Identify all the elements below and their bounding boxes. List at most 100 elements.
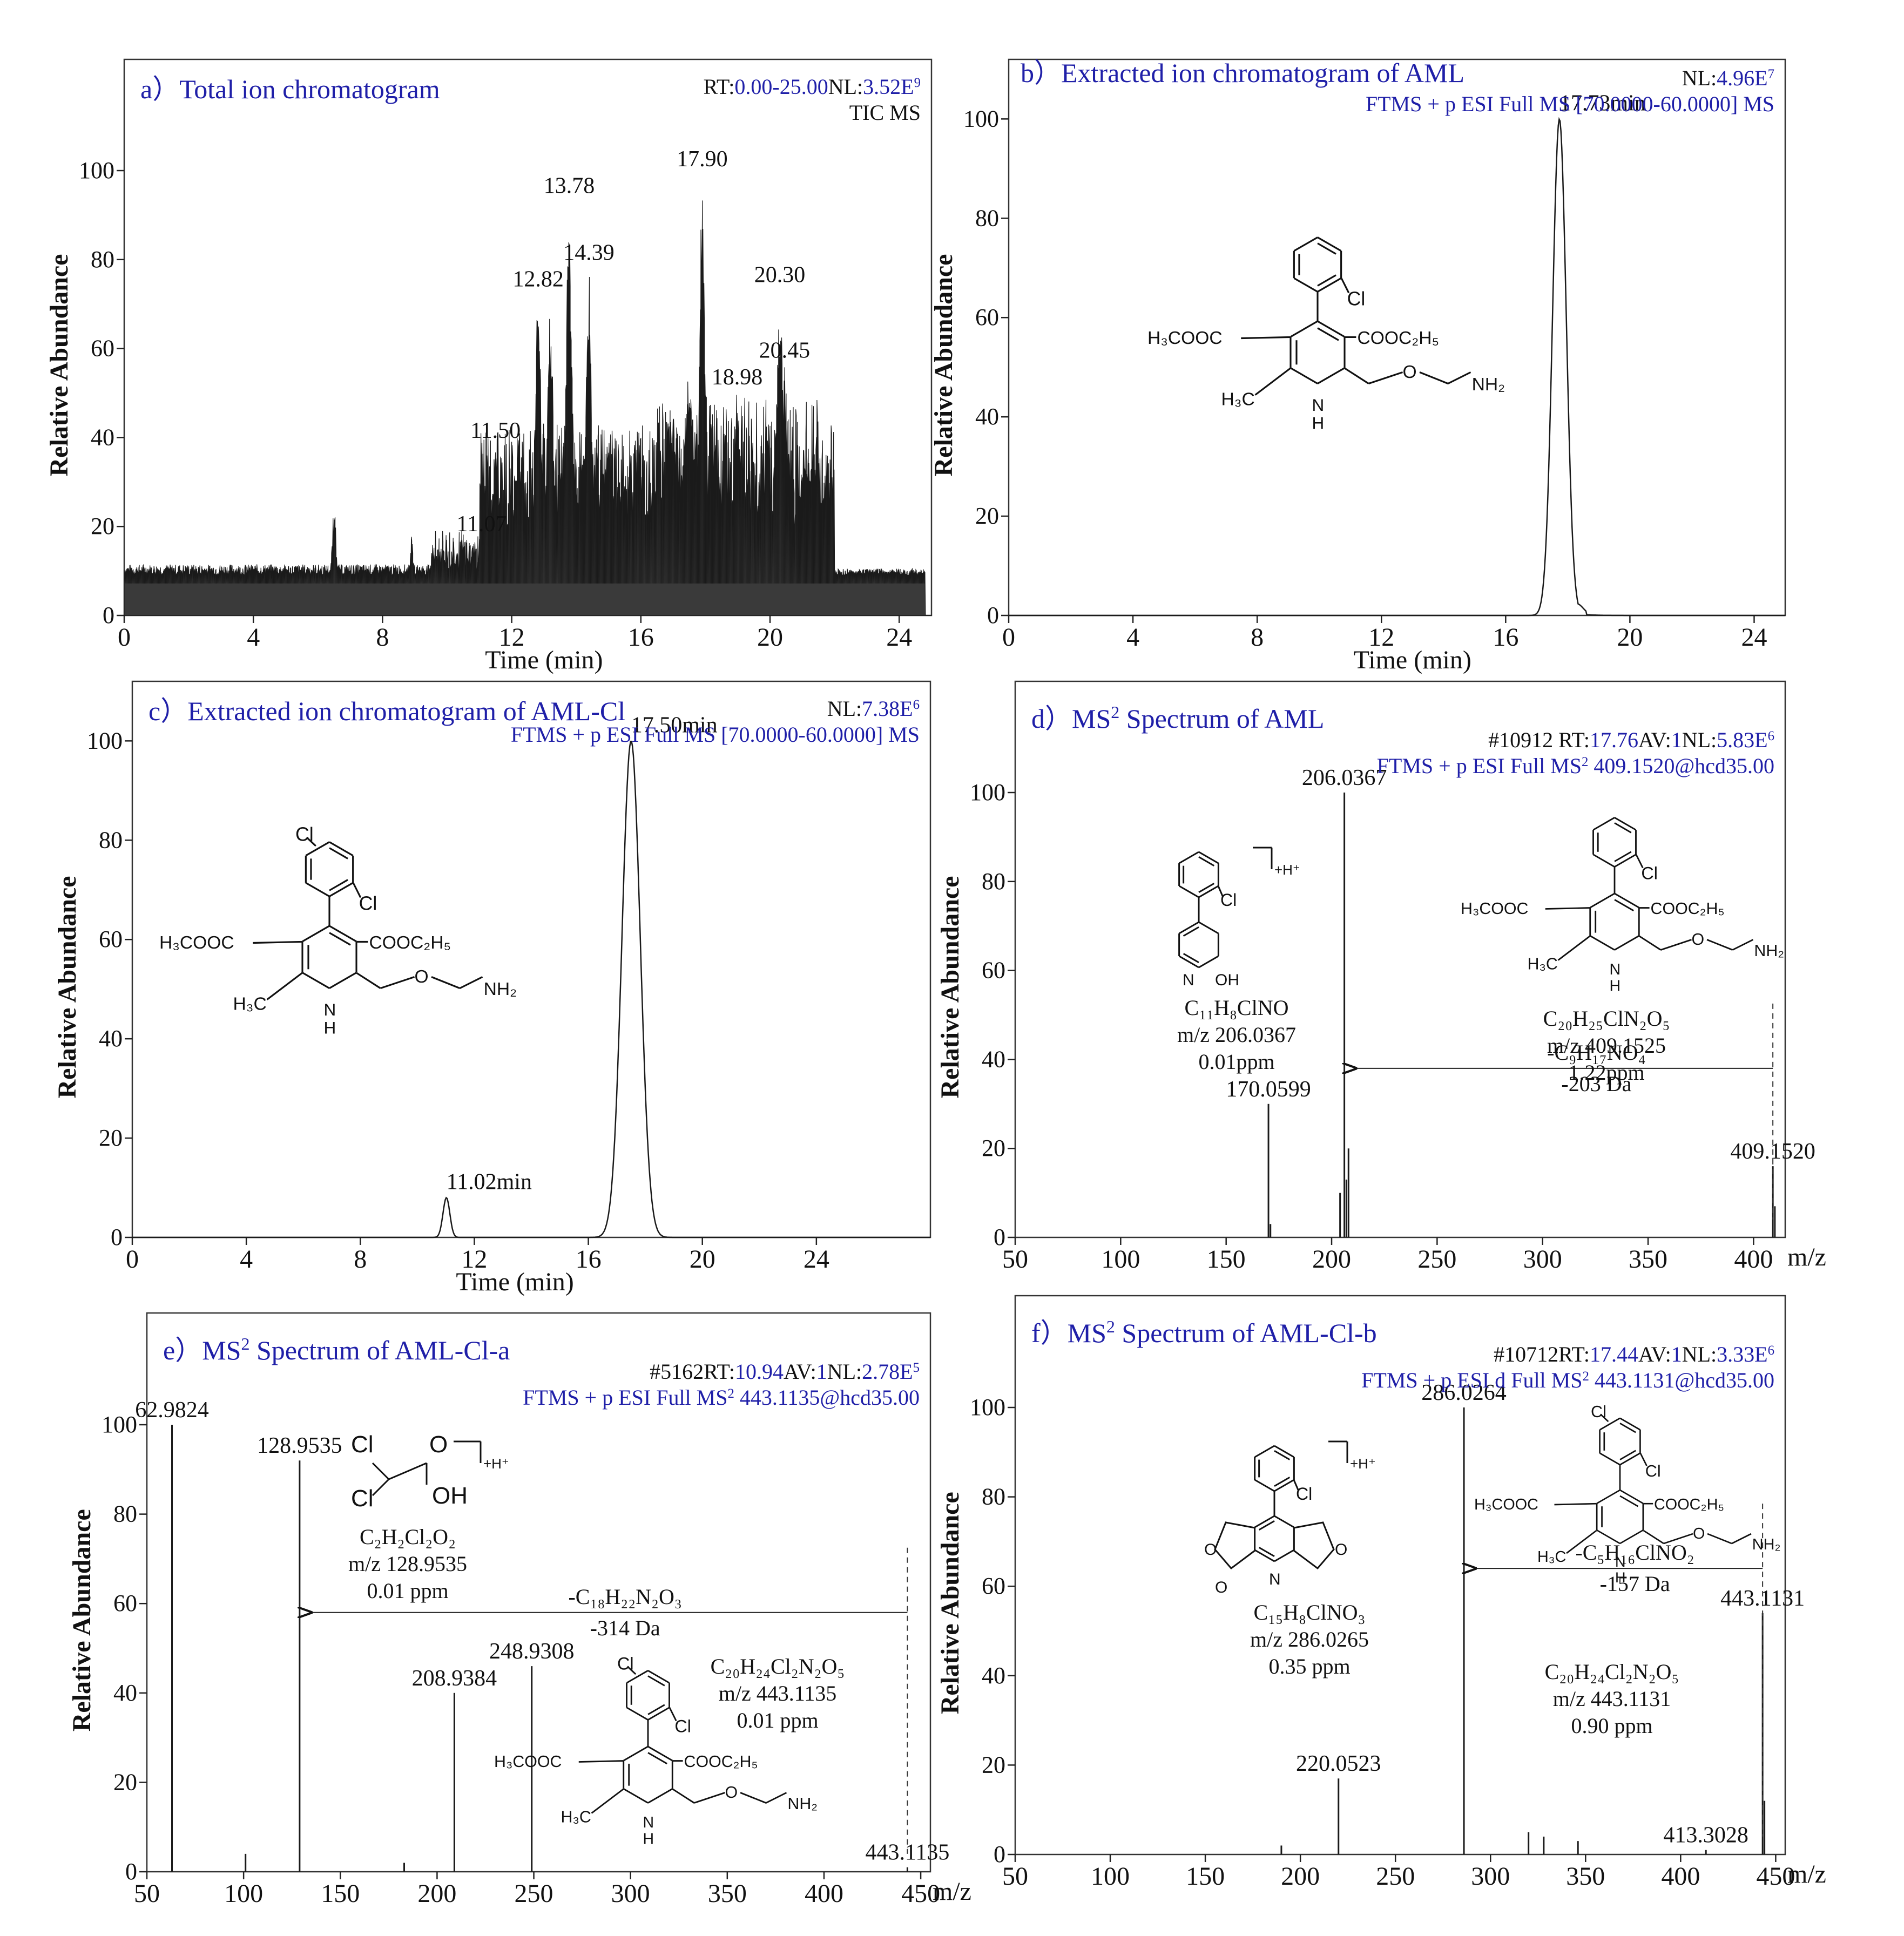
structure-label: N [1615,1554,1626,1570]
header-run: 7.38E [862,696,913,721]
x-tick-label: 350 [708,1879,747,1908]
header-run: TIC MS [849,100,921,125]
bond [1254,1479,1275,1492]
bond [1183,953,1199,964]
bond [740,1792,767,1804]
structure-label: O [1215,1579,1227,1596]
x-tick-label: 24 [1741,623,1767,652]
x-tick-label: 300 [1471,1862,1510,1891]
structure-label: O [1204,1541,1217,1559]
structure-label: Cl [1347,288,1366,310]
bond [459,976,483,989]
y-tick-label: 100 [79,157,114,184]
x-tick-label: 50 [134,1879,160,1908]
header-run: 7 [1768,67,1774,82]
structure-label: H [1610,978,1621,995]
bond [329,932,351,946]
tic-trace [124,200,931,616]
x-tick-label: 200 [1281,1862,1320,1891]
bond [694,1792,725,1804]
bond [1317,274,1336,287]
peak-label: 17.50min [631,713,718,737]
header-run: NL: [828,75,863,99]
fragment-annotation: 0.01ppm [1198,1050,1274,1074]
scan-header-line: #5162RT:10.94AV:1NL:2.78E5 [650,1359,920,1384]
x-tick-label: 450 [901,1879,940,1908]
header-run: RT: [704,75,735,99]
x-tick-label: 200 [417,1879,456,1908]
header-run: 4.96E [1717,66,1767,90]
x-tick-label: 0 [118,623,131,652]
structure-label: N [1269,1571,1281,1588]
bond [1545,907,1590,910]
y-axis-label: Relative Abundance [936,876,964,1098]
header-run: FTMS + p ESI d Full MS [1361,1368,1582,1392]
bond [1643,1529,1664,1545]
bond [302,972,330,989]
structure-label: O [415,967,429,987]
fragment-annotation: 1.22ppm [1568,1060,1644,1085]
bond [647,1707,670,1721]
x-tick-label: 8 [354,1245,367,1274]
x-tick-label: 300 [1523,1245,1562,1274]
peak-label: 13.78 [544,174,595,199]
chart-title: d）MS2 Spectrum of AML [1031,702,1324,734]
x-tick-label: 20 [690,1245,715,1274]
header-run: #5162RT: [650,1359,735,1384]
fragment-annotation: C₁₅H₈ClNO₃ [1254,1600,1366,1624]
header-run: 2.78E [862,1359,913,1384]
header-run: NL: [1682,1342,1717,1366]
bond [1340,277,1350,294]
peak-label: 11.50 [470,418,521,443]
plot-frame [131,680,931,1238]
y-tick-label: 60 [113,1590,137,1616]
structure-label: H₃COOC [1461,899,1529,918]
peak-label: 11.02min [447,1169,532,1194]
bond [1178,955,1199,969]
bond [1254,1549,1275,1562]
bond [1198,885,1219,898]
header-run: 2 [1582,1369,1589,1384]
plot-frame [1014,1295,1786,1856]
chart-panel-e: 0 20 40 60 80 100 50 100 150 200 250 300 350 400 450 Re… [67,1312,971,1908]
bond [1619,1423,1636,1433]
bond [329,882,354,897]
y-tick-label: 20 [982,1751,1005,1778]
header-run: FTMS + p ESI Full MS [523,1385,727,1410]
chart-panel-d: 0 20 40 60 80 100 50 100 150 200 250 300 350 400 Relat… [936,680,1826,1274]
bond [1178,885,1199,898]
bond [765,1792,787,1804]
x-tick-label: 250 [515,1879,553,1908]
peak-label: 208.9384 [412,1666,497,1691]
x-tick-label: 4 [240,1245,253,1274]
neutral-loss-formula: -C₉H₁₇NO₄ [1547,1040,1645,1065]
peak-label: 62.9824 [135,1398,209,1423]
y-axis-label: Relative Abundance [936,1492,964,1714]
x-tick-label: 0 [1002,623,1015,652]
x-tick-label: 100 [1101,1245,1140,1274]
bond [623,1788,649,1804]
x-tick-label: 450 [1756,1862,1795,1891]
x-tick-label: 24 [886,623,912,652]
y-tick-label: 80 [982,1484,1005,1510]
bond [1274,1477,1291,1487]
chart-panel-a: 0 20 40 60 80 100 0 4 8 12 16 20 24 Relative Abundanc… [45,58,933,674]
x-axis-label: m/z [1787,1243,1826,1271]
y-tick-label: 20 [113,1769,137,1795]
x-tick-label: 24 [804,1245,829,1274]
bond [1274,1515,1295,1528]
structure-label: COOC₂H₅ [1358,328,1440,348]
structure-label: OH [432,1483,468,1509]
chart-title: c）Extracted ion chromatogram of AML-Cl [148,696,625,726]
title-run: Spectrum of AML-Cl-a [249,1335,510,1365]
structure-label: H₃C [233,994,267,1014]
bond [1274,1479,1295,1492]
x-tick-label: 350 [1629,1245,1667,1274]
fragment-annotation: m/z 443.1131 [1553,1687,1671,1711]
fragment-annotation: 0.01 ppm [367,1579,448,1603]
header-run: 3.33E [1717,1342,1767,1366]
eic-trace [132,741,930,1238]
structure-label: Cl [1641,863,1658,883]
bond [305,882,330,897]
bond [1317,277,1342,293]
